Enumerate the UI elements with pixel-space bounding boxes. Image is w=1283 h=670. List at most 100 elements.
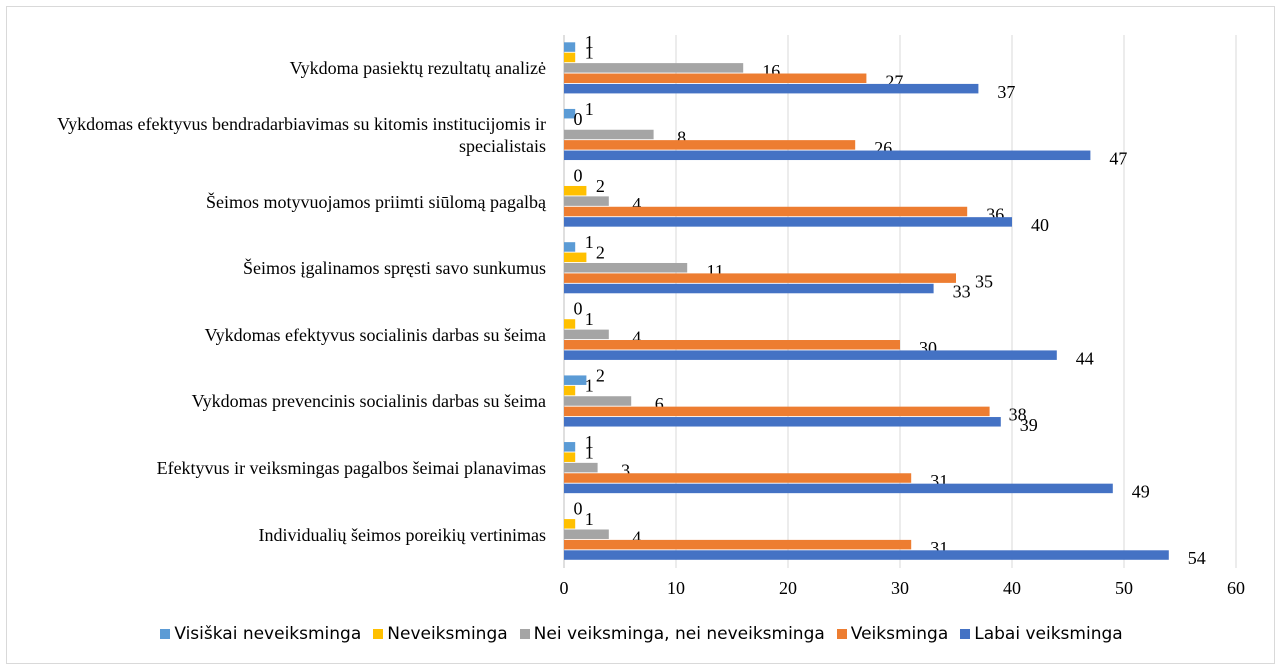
bar <box>564 350 1057 360</box>
data-label: 1 <box>585 376 594 396</box>
data-label: 38 <box>1009 405 1027 425</box>
legend-swatch <box>960 629 971 639</box>
data-label: 1 <box>585 232 594 252</box>
data-label: 39 <box>1020 415 1038 435</box>
bar <box>564 417 1001 427</box>
legend-swatch <box>836 629 847 639</box>
legend-item: Neveiksminga <box>373 624 508 644</box>
bar <box>564 319 576 329</box>
bar <box>564 108 576 119</box>
legend-label: Neveiksminga <box>387 624 508 644</box>
legend-label: Visiškai neveiksminga <box>174 624 362 644</box>
bar <box>564 529 609 539</box>
bar <box>564 452 576 462</box>
chart-border <box>6 6 1275 664</box>
bar <box>564 385 576 396</box>
bar <box>564 550 1169 560</box>
category-label: Šeimos įgalinamos spręsti savo sunkumus <box>243 258 546 279</box>
category-label: Vykdoma pasiektų rezultatų analizė <box>289 58 546 79</box>
bar <box>564 462 598 473</box>
bar <box>564 262 688 273</box>
bar <box>564 273 956 283</box>
x-tick-label: 50 <box>1115 578 1133 598</box>
data-label: 2 <box>596 176 605 196</box>
bar <box>564 206 968 217</box>
data-label: 4 <box>632 527 641 547</box>
data-label: 1 <box>585 32 594 52</box>
data-label: 1 <box>585 309 594 329</box>
bar <box>564 396 632 406</box>
bar <box>564 196 609 206</box>
data-label: 0 <box>574 165 583 185</box>
bar <box>564 473 912 483</box>
data-label: 1 <box>585 432 594 452</box>
category-label: Šeimos motyvuojamos priimti siūlomą paga… <box>206 191 546 212</box>
bar <box>564 217 1012 227</box>
data-label: 4 <box>632 194 641 214</box>
data-label: 2 <box>596 365 605 385</box>
bar <box>564 519 576 529</box>
x-tick-label: 60 <box>1227 578 1245 598</box>
data-label: 40 <box>1031 215 1049 235</box>
x-tick-label: 40 <box>1003 578 1021 598</box>
data-label: 44 <box>1076 348 1094 368</box>
category-label: Vykdomas efektyvus bendradarbiavimas su … <box>57 113 546 156</box>
data-label: 33 <box>953 282 971 302</box>
bar <box>564 375 587 385</box>
data-label: 54 <box>1188 548 1206 568</box>
bar <box>564 185 587 196</box>
x-tick-label: 10 <box>667 578 685 598</box>
data-label: 6 <box>655 394 664 414</box>
legend-label: Veiksminga <box>850 624 949 644</box>
legend-label: Labai veiksminga <box>974 624 1123 644</box>
legend-swatch <box>160 629 171 639</box>
bar <box>564 242 576 252</box>
data-label: 0 <box>574 299 583 319</box>
data-label: 0 <box>574 109 583 129</box>
x-tick-label: 30 <box>891 578 909 598</box>
bar <box>564 129 654 140</box>
bar <box>564 63 744 73</box>
data-label: 49 <box>1132 482 1150 502</box>
legend-swatch <box>519 629 530 639</box>
data-label: 1 <box>585 99 594 119</box>
data-label: 0 <box>574 499 583 519</box>
category-label: Vykdomas efektyvus socialinis darbas su … <box>204 324 546 345</box>
bar <box>564 150 1091 161</box>
bar <box>564 406 990 417</box>
data-label: 1 <box>585 509 594 529</box>
bar <box>564 73 867 84</box>
category-label: Vykdomas prevencinis socialinis darbas s… <box>191 391 546 412</box>
bar <box>564 42 576 52</box>
data-label: 8 <box>677 128 686 148</box>
data-label: 1 <box>585 442 594 462</box>
legend-item: Nei veiksminga, nei neveiksminga <box>519 624 825 644</box>
legend-item: Veiksminga <box>836 624 949 644</box>
legend-label: Nei veiksminga, nei neveiksminga <box>533 624 825 644</box>
data-label: 37 <box>997 82 1015 102</box>
bar <box>564 483 1113 494</box>
category-label: Efektyvus ir veiksmingas pagalbos šeimai… <box>156 458 546 479</box>
bar <box>564 252 587 263</box>
data-label: 35 <box>975 271 993 291</box>
legend-swatch <box>373 629 384 639</box>
bar <box>564 539 912 550</box>
data-label: 2 <box>596 242 605 262</box>
category-label: Individualių šeimos poreikių vertinimas <box>258 524 546 545</box>
x-tick-label: 20 <box>779 578 797 598</box>
x-tick-label: 0 <box>560 578 569 598</box>
bar <box>564 442 576 452</box>
data-label: 3 <box>621 461 630 481</box>
bar <box>564 52 576 63</box>
bar <box>564 283 934 294</box>
legend-item: Visiškai neveiksminga <box>160 624 361 644</box>
bar <box>564 340 900 350</box>
legend-item: Labai veiksminga <box>960 624 1123 644</box>
bar <box>564 83 979 94</box>
data-label: 47 <box>1109 148 1127 168</box>
data-label: 1 <box>585 43 594 63</box>
bar <box>564 329 609 340</box>
data-label: 4 <box>632 327 641 347</box>
bar <box>564 140 856 150</box>
